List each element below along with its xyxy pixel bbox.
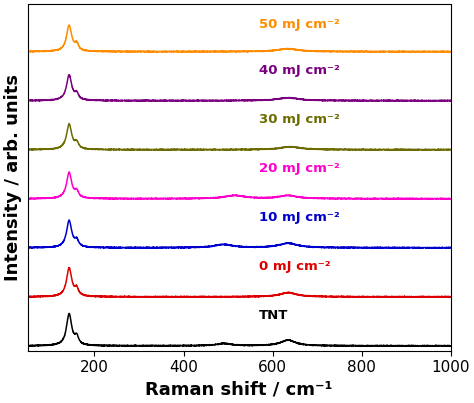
Text: 50 mJ cm⁻²: 50 mJ cm⁻² xyxy=(259,18,340,31)
Text: TNT: TNT xyxy=(259,309,289,322)
Text: 30 mJ cm⁻²: 30 mJ cm⁻² xyxy=(259,113,340,126)
Y-axis label: Intensity / arb. units: Intensity / arb. units xyxy=(4,74,22,281)
Text: 40 mJ cm⁻²: 40 mJ cm⁻² xyxy=(259,64,340,77)
Text: 10 mJ cm⁻²: 10 mJ cm⁻² xyxy=(259,211,340,224)
Text: 20 mJ cm⁻²: 20 mJ cm⁻² xyxy=(259,162,340,175)
X-axis label: Raman shift / cm⁻¹: Raman shift / cm⁻¹ xyxy=(146,381,333,399)
Text: 0 mJ cm⁻²: 0 mJ cm⁻² xyxy=(259,260,331,273)
